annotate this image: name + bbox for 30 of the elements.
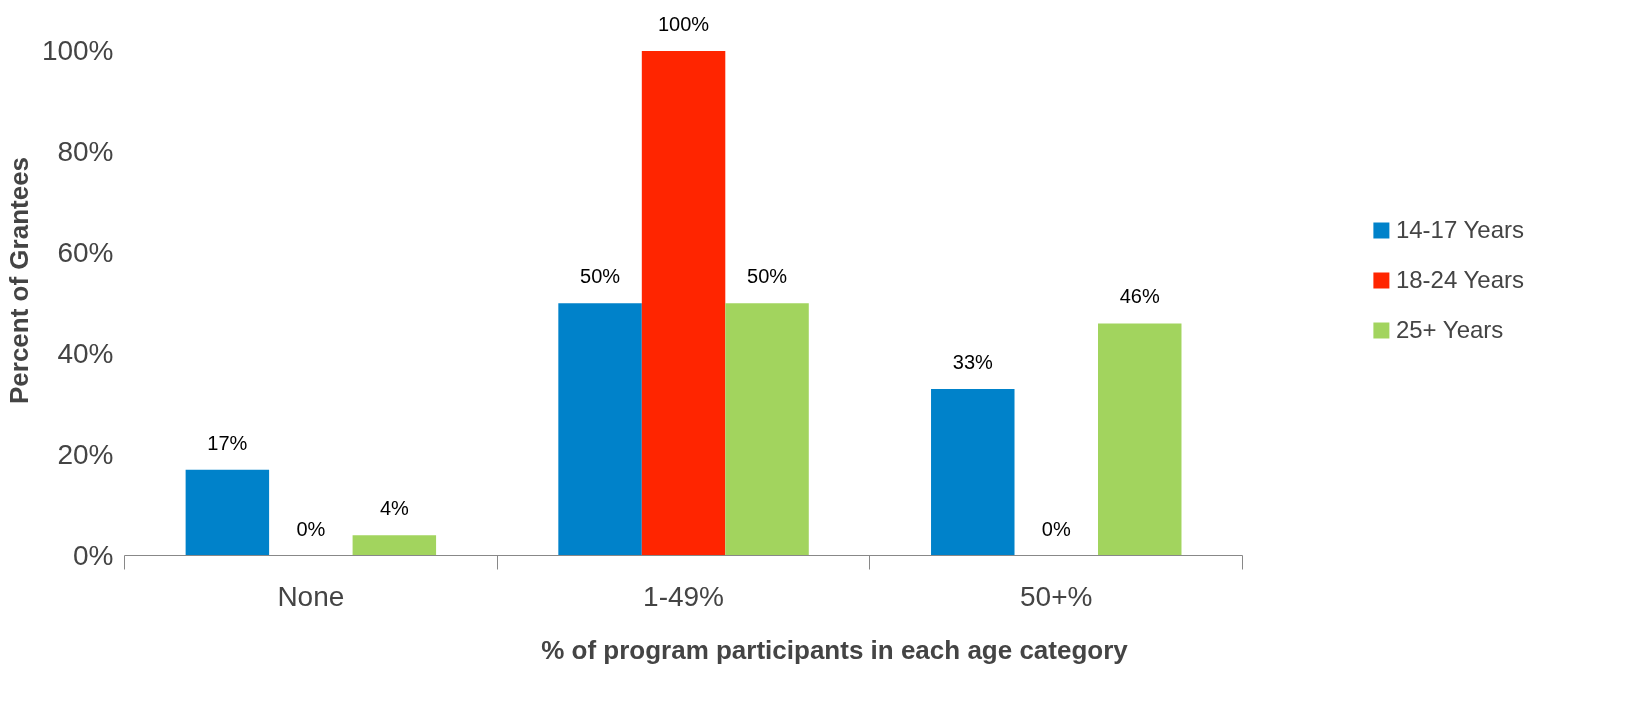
bar <box>931 388 1015 556</box>
y-tick-label: 0% <box>73 540 114 571</box>
bar <box>185 469 270 556</box>
y-tick-label: 60% <box>57 237 114 269</box>
y-tick-label: 20% <box>57 439 114 471</box>
data-label: 100% <box>657 12 710 35</box>
data-label: 50% <box>580 265 621 288</box>
legend-label: 14-17 Years <box>1395 216 1524 244</box>
x-tick-label: 1-49% <box>643 580 725 612</box>
data-label: 46% <box>1119 285 1160 308</box>
x-tick-label: None <box>277 580 345 612</box>
data-label: 0% <box>1041 517 1071 540</box>
data-label: 0% <box>296 517 326 540</box>
x-axis-title: % of program participants in each age category <box>541 634 1129 665</box>
y-tick-label: 80% <box>57 136 114 168</box>
data-label: 17% <box>207 431 248 454</box>
legend-label: 18-24 Years <box>1395 266 1524 294</box>
bar <box>725 303 809 556</box>
bar <box>641 50 726 556</box>
legend-label: 25+ Years <box>1395 316 1504 344</box>
data-label: 50% <box>747 265 788 288</box>
data-label: 33% <box>952 350 993 373</box>
bar <box>558 303 642 556</box>
y-tick-label: 40% <box>57 338 114 370</box>
y-tick-label: 100% <box>41 35 114 67</box>
data-label: 4% <box>379 497 410 520</box>
y-axis-title: Percent of Grantees <box>3 156 34 405</box>
x-tick-label: 50+% <box>1020 580 1093 612</box>
bar <box>352 535 437 556</box>
bar <box>1098 323 1182 556</box>
